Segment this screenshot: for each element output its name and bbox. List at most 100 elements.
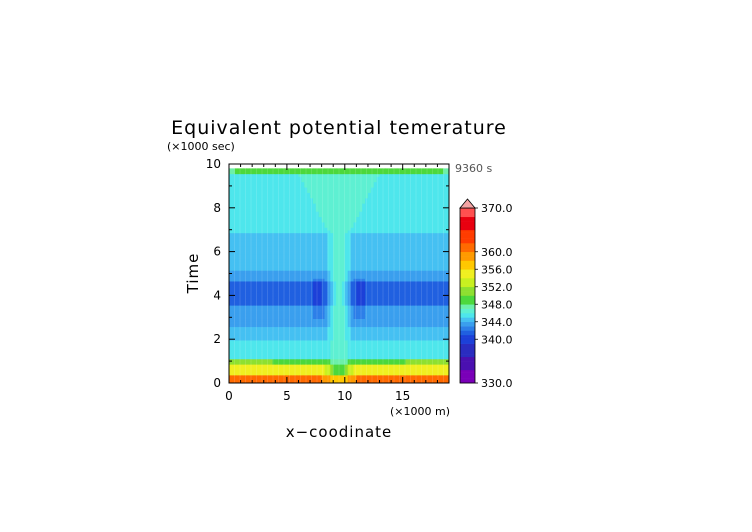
- field-cell: [266, 232, 270, 236]
- field-cell: [376, 374, 380, 379]
- field-cell: [425, 366, 430, 370]
- field-cell: [402, 238, 406, 242]
- field-cell: [246, 248, 250, 252]
- field-cell: [315, 246, 320, 250]
- field-cell: [414, 230, 418, 234]
- field-cell: [391, 254, 395, 258]
- field-cell: [367, 270, 372, 274]
- field-cell: [330, 340, 334, 344]
- field-cell: [391, 318, 395, 322]
- field-cell: [428, 227, 433, 231]
- field-cell: [278, 380, 282, 384]
- field-cell: [330, 289, 334, 293]
- field-cell: [359, 302, 363, 306]
- field-cell: [333, 235, 337, 239]
- field-cell: [385, 358, 389, 362]
- field-cell: [391, 366, 395, 370]
- field-cell: [289, 283, 294, 287]
- field-cell: [269, 374, 273, 379]
- field-cell: [379, 289, 383, 293]
- field-cell: [417, 350, 421, 354]
- field-cell: [376, 372, 380, 376]
- field-cell: [234, 273, 239, 277]
- field-cell: [304, 281, 308, 285]
- field-cell: [391, 235, 395, 239]
- field-cell: [324, 286, 328, 290]
- field-cell: [321, 248, 325, 252]
- field-cell: [344, 323, 349, 328]
- field-cell: [292, 208, 296, 212]
- field-cell: [373, 289, 378, 293]
- field-cell: [260, 366, 265, 370]
- field-cell: [278, 302, 282, 306]
- field-cell: [417, 219, 421, 223]
- field-cell: [376, 364, 380, 368]
- field-cell: [437, 243, 441, 247]
- field-cell: [234, 278, 239, 282]
- field-cell: [339, 232, 343, 236]
- field-cell: [347, 211, 351, 215]
- field-cell: [382, 254, 386, 258]
- field-cell: [278, 232, 282, 236]
- field-cell: [307, 283, 311, 287]
- field-cell: [414, 334, 418, 338]
- field-cell: [278, 205, 282, 210]
- field-cell: [229, 208, 233, 212]
- field-cell: [315, 278, 320, 282]
- field-cell: [229, 356, 233, 360]
- field-cell: [292, 213, 296, 218]
- field-cell: [396, 323, 401, 328]
- field-cell: [307, 372, 311, 376]
- field-cell: [284, 224, 288, 228]
- field-cell: [231, 358, 236, 362]
- field-cell: [330, 291, 334, 295]
- field-cell: [391, 356, 395, 360]
- field-cell: [292, 219, 296, 223]
- field-cell: [405, 340, 409, 344]
- field-cell: [359, 232, 363, 236]
- field-cell: [446, 273, 450, 277]
- field-cell: [240, 232, 244, 236]
- field-cell: [408, 248, 412, 252]
- field-cell: [298, 273, 302, 277]
- field-cell: [336, 281, 340, 285]
- field-cell: [408, 254, 412, 258]
- field-cell: [298, 267, 302, 271]
- field-cell: [231, 305, 236, 309]
- field-cell: [344, 302, 349, 306]
- field-cell: [367, 256, 372, 260]
- field-cell: [411, 313, 415, 317]
- field-cell: [246, 315, 250, 320]
- field-cell: [266, 230, 270, 234]
- field-cell: [402, 248, 406, 252]
- field-cell: [272, 281, 276, 285]
- field-cell: [269, 270, 273, 274]
- field-cell: [240, 264, 244, 269]
- field-cell: [402, 374, 406, 379]
- field-cell: [431, 350, 435, 354]
- field-cell: [414, 369, 418, 373]
- field-cell: [295, 334, 299, 338]
- field-cell: [420, 329, 424, 333]
- field-cell: [417, 329, 421, 333]
- field-cell: [396, 216, 401, 220]
- field-cell: [330, 356, 334, 360]
- field-cell: [330, 270, 334, 274]
- field-cell: [408, 216, 412, 220]
- field-cell: [240, 329, 244, 333]
- field-cell: [281, 273, 285, 277]
- field-cell: [336, 353, 340, 357]
- field-cell: [257, 318, 262, 322]
- field-cell: [310, 358, 314, 362]
- field-cell: [315, 216, 320, 220]
- field-cell: [284, 216, 288, 220]
- field-cell: [414, 366, 418, 370]
- field-cell: [304, 342, 308, 346]
- field-cell: [396, 337, 401, 341]
- field-cell: [263, 232, 268, 236]
- field-cell: [367, 318, 372, 322]
- field-cell: [367, 323, 372, 328]
- field-cell: [243, 278, 247, 282]
- field-cell: [284, 256, 288, 260]
- field-cell: [260, 267, 265, 271]
